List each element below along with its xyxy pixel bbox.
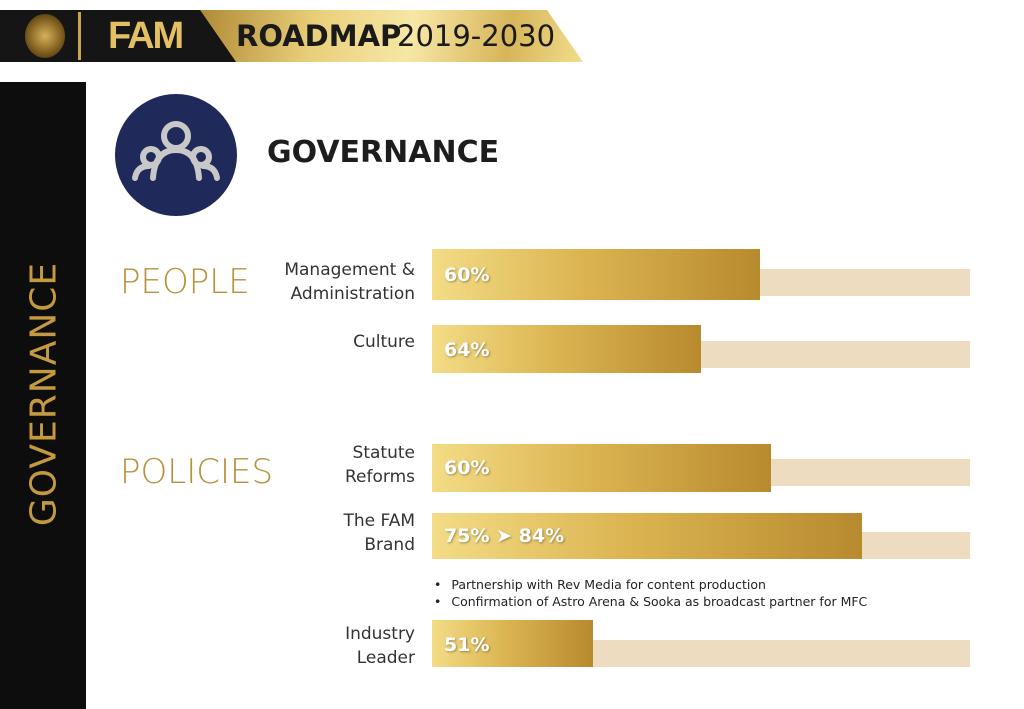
header-banner: FAM ROADMAP 2019-2030 (0, 10, 600, 62)
bar-label-industry: Industry Leader (345, 622, 415, 670)
page-title: GOVERNANCE (267, 135, 500, 170)
roadmap-years: 2019-2030 (397, 19, 556, 53)
label-line: Statute (352, 443, 415, 463)
label-line: Administration (290, 284, 415, 304)
label-line: Culture (353, 332, 415, 352)
label-line: Reforms (344, 467, 415, 487)
label-line: The FAM (343, 511, 415, 531)
bar-label-management: Management & Administration (284, 258, 415, 306)
bar-management (432, 249, 760, 300)
bar-label-statute: Statute Reforms (345, 441, 415, 489)
label-line: Leader (356, 648, 415, 668)
bar-value-brand: 75% ➤ 84% (444, 525, 565, 547)
label-line: Brand (364, 535, 415, 555)
roadmap-label: ROADMAP (236, 19, 402, 53)
section-people: PEOPLE (120, 262, 250, 302)
bar-value-culture: 64% (444, 339, 490, 361)
sidebar-label: GOVERNANCE (23, 261, 65, 527)
label-line: Industry (345, 624, 415, 644)
note-item: Confirmation of Astro Arena & Sooka as b… (434, 593, 867, 610)
bar-culture (432, 325, 701, 373)
note-item: Partnership with Rev Media for content p… (434, 576, 867, 593)
people-group-icon (115, 94, 237, 216)
bar-value-statute: 60% (444, 457, 490, 479)
bar-label-culture: Culture (353, 330, 415, 354)
sidebar (0, 82, 86, 709)
bar-value-management: 60% (444, 264, 490, 286)
fam-seal-logo-icon (25, 14, 65, 58)
header-divider (78, 12, 81, 60)
bar-value-industry: 51% (444, 634, 490, 656)
bar-label-brand: The FAM Brand (343, 509, 415, 557)
fam-logo: FAM (108, 15, 184, 57)
label-line: Management & (284, 260, 415, 280)
bar-brand (432, 513, 862, 559)
bar-industry (432, 620, 593, 667)
header-gold-band (200, 10, 583, 62)
brand-notes: Partnership with Rev Media for content p… (434, 576, 867, 610)
bar-statute (432, 444, 771, 492)
section-policies: POLICIES (120, 452, 274, 492)
